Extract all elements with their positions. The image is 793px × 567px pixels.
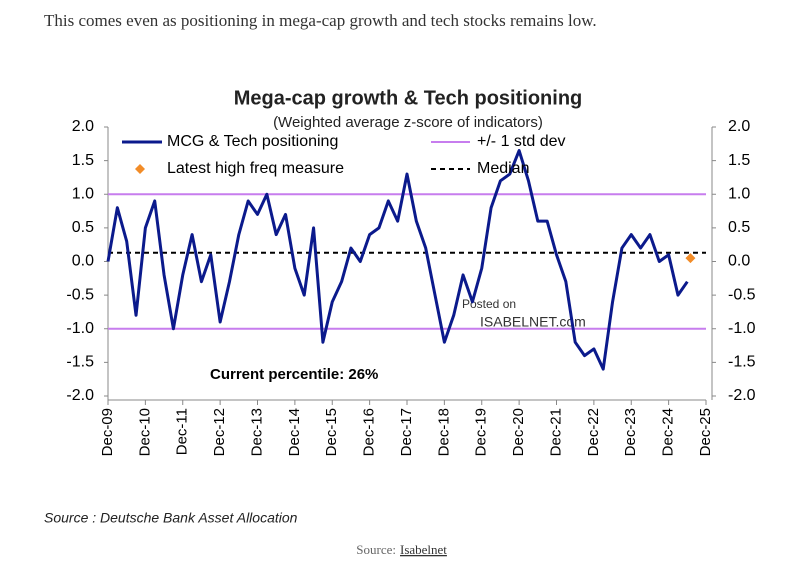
legend-label: +/- 1 std dev bbox=[477, 133, 566, 150]
y2-tick-label: 2.0 bbox=[728, 118, 750, 135]
legend-label: Latest high freq measure bbox=[167, 160, 344, 177]
x-tick-label: Dec-09 bbox=[99, 408, 116, 456]
y2-tick-label: 1.5 bbox=[728, 152, 750, 169]
y-tick-label: 1.5 bbox=[72, 152, 94, 169]
y2-tick-label: -1.5 bbox=[728, 354, 756, 371]
legend-label: Median bbox=[477, 160, 529, 177]
y-tick-label: -2.0 bbox=[66, 387, 94, 404]
caption: Source: bbox=[356, 542, 396, 557]
x-tick-label: Dec-10 bbox=[136, 408, 153, 456]
x-tick-label: Dec-14 bbox=[286, 408, 303, 456]
x-tick-label: Dec-16 bbox=[361, 408, 378, 456]
annotation: Current percentile: 26% bbox=[210, 366, 378, 383]
x-tick-label: Dec-20 bbox=[510, 408, 527, 456]
x-tick-label: Dec-12 bbox=[211, 408, 228, 456]
y-tick-label: -1.5 bbox=[66, 354, 94, 371]
y2-tick-label: 1.0 bbox=[728, 185, 750, 202]
x-tick-label: Dec-17 bbox=[398, 408, 415, 456]
latest-marker bbox=[685, 253, 696, 264]
watermark: ISABELNET.com bbox=[480, 314, 586, 330]
y2-tick-label: -2.0 bbox=[728, 387, 756, 404]
x-tick-label: Dec-23 bbox=[622, 408, 639, 456]
intro-text: This comes even as positioning in mega-c… bbox=[44, 11, 597, 30]
y2-tick-label: -0.5 bbox=[728, 286, 756, 303]
x-tick-label: Dec-18 bbox=[435, 408, 452, 456]
x-tick-label: Dec-21 bbox=[547, 408, 564, 456]
chart-subtitle: (Weighted average z-score of indicators) bbox=[273, 114, 543, 131]
x-tick-label: Dec-24 bbox=[660, 408, 677, 456]
legend-swatch bbox=[135, 164, 145, 174]
y-tick-label: -0.5 bbox=[66, 286, 94, 303]
watermark: Posted on bbox=[462, 297, 516, 311]
y2-tick-label: 0.0 bbox=[728, 253, 750, 270]
y-tick-label: -1.0 bbox=[66, 320, 94, 337]
y2-tick-label: -1.0 bbox=[728, 320, 756, 337]
caption-link[interactable]: Isabelnet bbox=[400, 542, 447, 557]
x-tick-label: Dec-15 bbox=[323, 408, 340, 456]
y-tick-label: 0.0 bbox=[72, 253, 94, 270]
y2-tick-label: 0.5 bbox=[728, 219, 750, 236]
source: Source : Deutsche Bank Asset Allocation bbox=[44, 510, 298, 526]
y-tick-label: 2.0 bbox=[72, 118, 94, 135]
x-tick-label: Dec-11 bbox=[174, 408, 191, 455]
x-tick-label: Dec-22 bbox=[585, 408, 602, 456]
x-tick-label: Dec-19 bbox=[473, 408, 490, 456]
series-line bbox=[106, 149, 689, 371]
x-tick-label: Dec-25 bbox=[697, 408, 714, 456]
legend-label: MCG & Tech positioning bbox=[167, 133, 338, 150]
y-tick-label: 0.5 bbox=[72, 219, 94, 236]
x-tick-label: Dec-13 bbox=[248, 408, 265, 456]
y-tick-label: 1.0 bbox=[72, 185, 94, 202]
chart-title: Mega-cap growth & Tech positioning bbox=[234, 87, 583, 109]
